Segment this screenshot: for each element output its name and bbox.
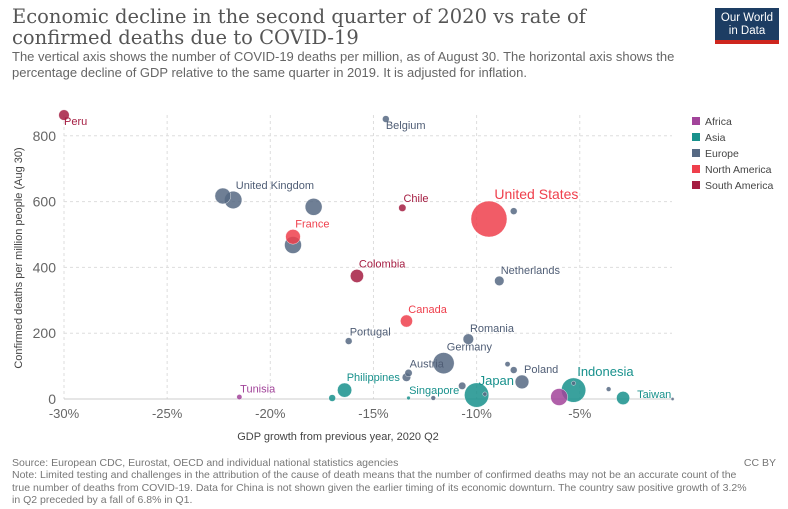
data-point <box>616 391 630 405</box>
x-tick-label: -10% <box>461 406 492 421</box>
data-point <box>285 229 301 245</box>
data-point <box>550 388 568 406</box>
legend-swatch <box>692 149 700 157</box>
point-label: Netherlands <box>501 265 561 277</box>
data-point <box>58 109 70 121</box>
source-note: Source: European CDC, Eurostat, OECD and… <box>12 457 399 469</box>
data-point <box>382 115 390 123</box>
point-label: United Kingdom <box>236 180 314 192</box>
data-point <box>470 200 508 238</box>
data-point <box>404 369 413 377</box>
data-point <box>482 391 488 397</box>
data-point <box>400 314 413 328</box>
x-axis-label: GDP growth from previous year, 2020 Q2 <box>237 431 439 443</box>
data-point <box>494 275 505 286</box>
y-tick-label: 200 <box>33 325 57 341</box>
point-label: Canada <box>408 304 447 316</box>
x-tick-label: -15% <box>358 406 389 421</box>
point-label: Singapore <box>409 385 459 397</box>
point-label: United States <box>494 186 578 202</box>
owid-logo[interactable]: Our World in Data <box>715 8 779 44</box>
data-point <box>432 352 455 374</box>
data-point <box>514 374 530 389</box>
data-point <box>571 380 576 386</box>
data-point <box>214 187 232 205</box>
scatter-chart: -30% -25% -20% -15% -10% -5% 0 200 400 600 800 GDP … <box>13 109 773 443</box>
legend-item: Europe <box>705 148 739 160</box>
data-point <box>462 333 474 345</box>
point-label: Japan <box>479 373 514 388</box>
x-tick-label: -5% <box>568 406 592 421</box>
license-link[interactable]: CC BY <box>743 457 776 469</box>
data-point <box>350 269 364 283</box>
data-point <box>458 381 467 390</box>
data-point <box>464 382 489 408</box>
data-point <box>510 207 518 215</box>
point-label: Colombia <box>359 258 406 270</box>
y-axis-label: Confirmed deaths per million people (Aug… <box>13 147 25 368</box>
data-point <box>406 395 411 401</box>
x-tick-label: -25% <box>152 406 183 421</box>
legend-item: North America <box>705 164 772 176</box>
data-point <box>236 394 243 400</box>
methodology-note: Note: Limited testing and challenges in … <box>12 469 747 506</box>
legend-swatch <box>692 133 700 141</box>
chart-footer: Source: European CDC, Eurostat, OECD and… <box>12 457 772 506</box>
point-label: Austria <box>410 358 445 370</box>
data-point <box>430 395 436 401</box>
legend-item: Africa <box>705 116 732 128</box>
point-label: Philippines <box>347 372 401 384</box>
y-tick-label: 0 <box>48 391 56 407</box>
data-point <box>504 361 511 367</box>
x-tick-label: -30% <box>49 406 80 421</box>
point-label: Peru <box>64 116 87 128</box>
legend-swatch <box>692 165 700 173</box>
point-label: Tunisia <box>240 383 276 395</box>
chart-subtitle: The vertical axis shows the number of CO… <box>12 49 675 80</box>
y-tick-label: 400 <box>33 259 57 275</box>
data-point <box>328 394 336 402</box>
data-point <box>304 198 323 216</box>
data-point <box>606 386 612 392</box>
data-point <box>345 337 353 345</box>
data-point <box>510 366 518 374</box>
point-label: Belgium <box>386 120 426 132</box>
point-label: Germany <box>447 342 493 354</box>
point-label: Romania <box>470 323 515 335</box>
y-tick-label: 800 <box>33 128 57 144</box>
point-label: Poland <box>524 364 558 376</box>
chart-title: Economic decline in the second quarter o… <box>12 5 586 49</box>
legend-item: Asia <box>705 132 726 144</box>
data-point <box>337 382 352 398</box>
point-label: Portugal <box>350 327 391 339</box>
y-tick-label: 600 <box>33 194 57 210</box>
point-label: Chile <box>403 193 428 205</box>
data-point <box>670 397 675 401</box>
point-label: Taiwan <box>637 389 671 401</box>
point-label: France <box>295 218 329 230</box>
legend-item: South America <box>705 180 773 192</box>
point-label: Indonesia <box>577 364 634 379</box>
data-point <box>398 203 407 212</box>
legend-swatch <box>692 181 700 189</box>
legend-swatch <box>692 117 700 125</box>
x-tick-label: -20% <box>255 406 286 421</box>
